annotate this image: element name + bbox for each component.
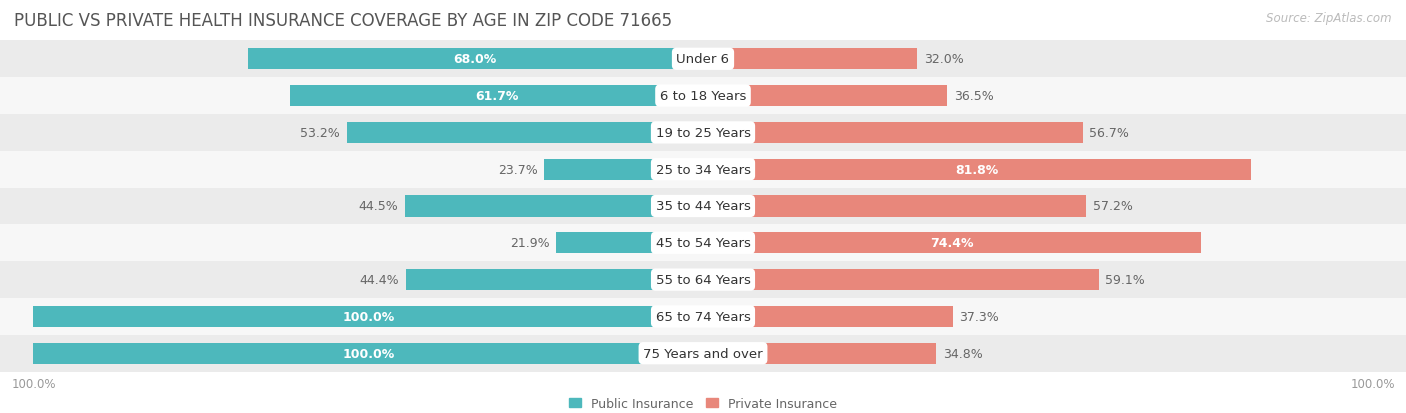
Bar (703, 233, 1201, 254)
Text: 32.0%: 32.0% (924, 53, 963, 66)
Text: 57.2%: 57.2% (1092, 200, 1133, 213)
Text: 53.2%: 53.2% (301, 127, 340, 140)
Bar (703, 86, 948, 107)
Text: 100.0%: 100.0% (342, 347, 394, 360)
Bar (703, 306, 953, 327)
Bar (34, 343, 703, 364)
Bar (0, 41, 1406, 78)
Bar (406, 269, 703, 291)
Text: 6 to 18 Years: 6 to 18 Years (659, 90, 747, 103)
Text: 100.0%: 100.0% (342, 310, 394, 323)
Text: 74.4%: 74.4% (931, 237, 974, 250)
Bar (703, 159, 1251, 180)
Text: 44.4%: 44.4% (360, 273, 399, 286)
Bar (0, 225, 1406, 261)
Text: 55 to 64 Years: 55 to 64 Years (655, 273, 751, 286)
Bar (703, 196, 1085, 217)
Bar (290, 86, 703, 107)
Text: 45 to 54 Years: 45 to 54 Years (655, 237, 751, 250)
Bar (0, 78, 1406, 115)
Text: 44.5%: 44.5% (359, 200, 398, 213)
Bar (0, 335, 1406, 372)
Legend: Public Insurance, Private Insurance: Public Insurance, Private Insurance (564, 392, 842, 413)
Text: 65 to 74 Years: 65 to 74 Years (655, 310, 751, 323)
Bar (703, 269, 1098, 291)
Bar (0, 115, 1406, 152)
Text: Source: ZipAtlas.com: Source: ZipAtlas.com (1267, 12, 1392, 25)
Bar (544, 159, 703, 180)
Text: 75 Years and over: 75 Years and over (643, 347, 763, 360)
Bar (703, 122, 1083, 144)
Text: 19 to 25 Years: 19 to 25 Years (655, 127, 751, 140)
Text: 34.8%: 34.8% (942, 347, 983, 360)
Bar (703, 343, 936, 364)
Text: 37.3%: 37.3% (959, 310, 1000, 323)
Bar (557, 233, 703, 254)
Text: 35 to 44 Years: 35 to 44 Years (655, 200, 751, 213)
Text: 68.0%: 68.0% (454, 53, 496, 66)
Text: 61.7%: 61.7% (475, 90, 519, 103)
Text: Under 6: Under 6 (676, 53, 730, 66)
Bar (0, 261, 1406, 298)
Bar (0, 152, 1406, 188)
Bar (0, 188, 1406, 225)
Bar (405, 196, 703, 217)
Text: 81.8%: 81.8% (955, 163, 998, 176)
Text: PUBLIC VS PRIVATE HEALTH INSURANCE COVERAGE BY AGE IN ZIP CODE 71665: PUBLIC VS PRIVATE HEALTH INSURANCE COVER… (14, 12, 672, 30)
Text: 56.7%: 56.7% (1090, 127, 1129, 140)
Text: 23.7%: 23.7% (498, 163, 537, 176)
Text: 59.1%: 59.1% (1105, 273, 1144, 286)
Text: 36.5%: 36.5% (955, 90, 994, 103)
Bar (703, 49, 917, 70)
Bar (247, 49, 703, 70)
Text: 21.9%: 21.9% (510, 237, 550, 250)
Text: 25 to 34 Years: 25 to 34 Years (655, 163, 751, 176)
Bar (347, 122, 703, 144)
Bar (34, 306, 703, 327)
Bar (0, 298, 1406, 335)
